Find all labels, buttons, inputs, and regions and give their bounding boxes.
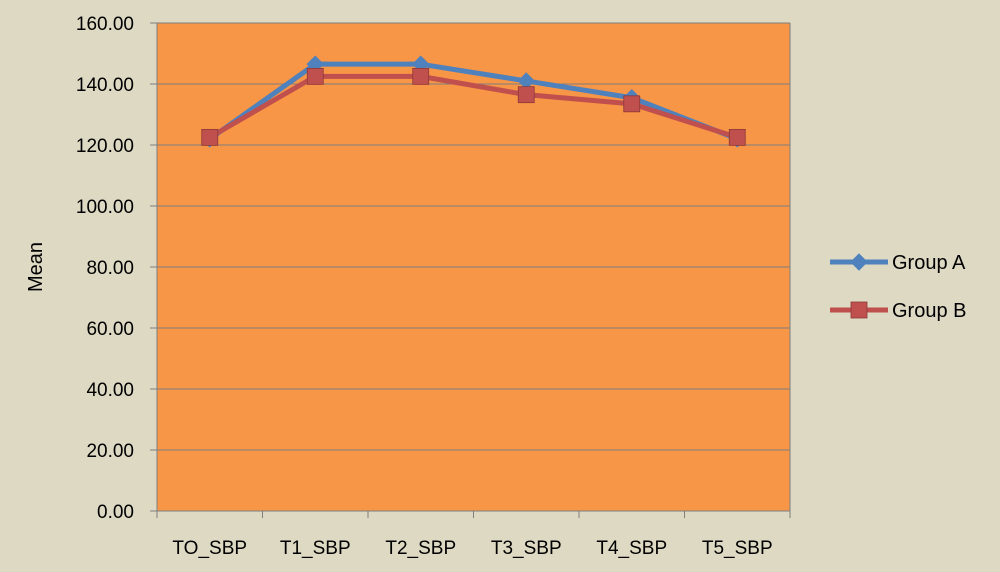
- y-axis-label: Mean: [25, 242, 47, 292]
- y-tick-label: 80.00: [86, 258, 134, 279]
- x-tick-label: T1_SBP: [280, 538, 351, 559]
- axes: [150, 22, 791, 518]
- x-tick-label: T3_SBP: [491, 538, 562, 559]
- legend-label: Group B: [892, 300, 966, 322]
- data-point: [201, 128, 219, 146]
- y-tick-label: 60.00: [86, 319, 134, 340]
- x-tick-label: T2_SBP: [385, 538, 456, 559]
- legend-marker: [850, 253, 868, 271]
- y-tick-label: 120.00: [76, 136, 134, 157]
- y-tick-label: 20.00: [86, 441, 134, 462]
- data-point: [306, 67, 324, 85]
- data-point: [623, 95, 641, 113]
- x-tick-labels: TO_SBP T1_SBP T2_SBP T3_SBP T4_SBP T5_SBP: [172, 538, 772, 559]
- legend-marker: [850, 301, 868, 319]
- legend-label: Group A: [892, 252, 966, 274]
- gridlines: [157, 22, 790, 451]
- x-tick-label: T4_SBP: [596, 538, 667, 559]
- legend: Group A Group B: [830, 252, 966, 322]
- series-lines: [201, 55, 746, 148]
- y-tick-label: 40.00: [86, 380, 134, 401]
- y-tick-label: 140.00: [76, 75, 134, 96]
- data-point: [728, 128, 746, 146]
- x-tick-label: T5_SBP: [702, 538, 773, 559]
- y-tick-label: 100.00: [76, 197, 134, 218]
- series-line: [208, 73, 739, 140]
- y-tick-label: 160.00: [76, 14, 134, 35]
- data-point: [517, 86, 535, 104]
- data-point: [412, 67, 430, 85]
- series-line: [208, 61, 739, 142]
- y-tick-labels: 0.00 20.00 40.00 60.00 80.00 100.00 120.00 140.…: [76, 14, 134, 523]
- y-tick-label: 0.00: [97, 502, 134, 523]
- x-tick-label: TO_SBP: [172, 538, 247, 559]
